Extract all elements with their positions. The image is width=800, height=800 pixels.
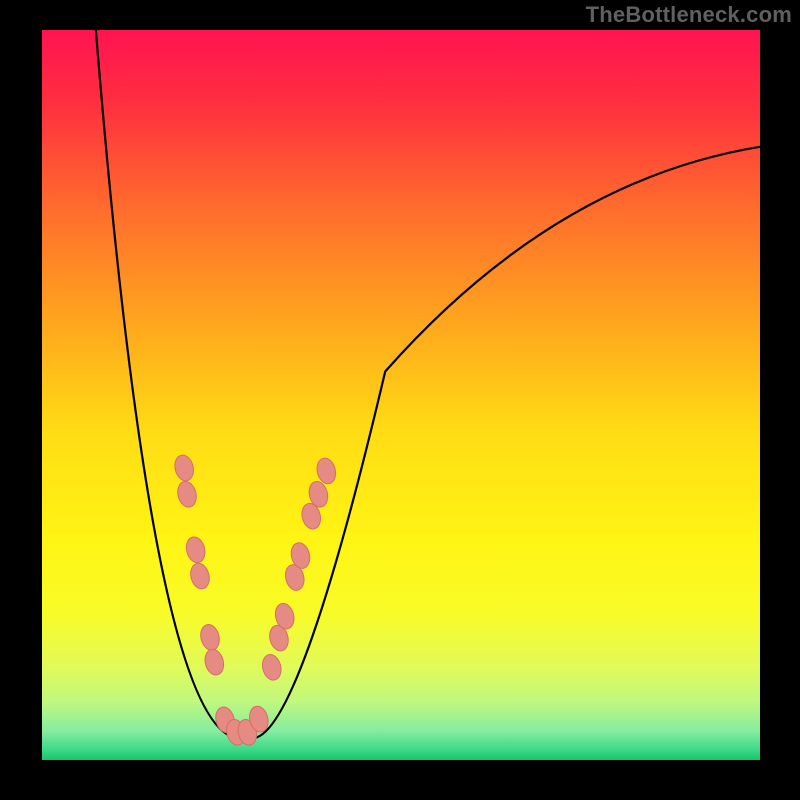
watermark-text: TheBottleneck.com [586, 2, 792, 28]
chart-frame: { "watermark": { "text": "TheBottleneck.… [0, 0, 800, 800]
gradient-background [42, 30, 760, 760]
bottleneck-chart [0, 0, 800, 800]
